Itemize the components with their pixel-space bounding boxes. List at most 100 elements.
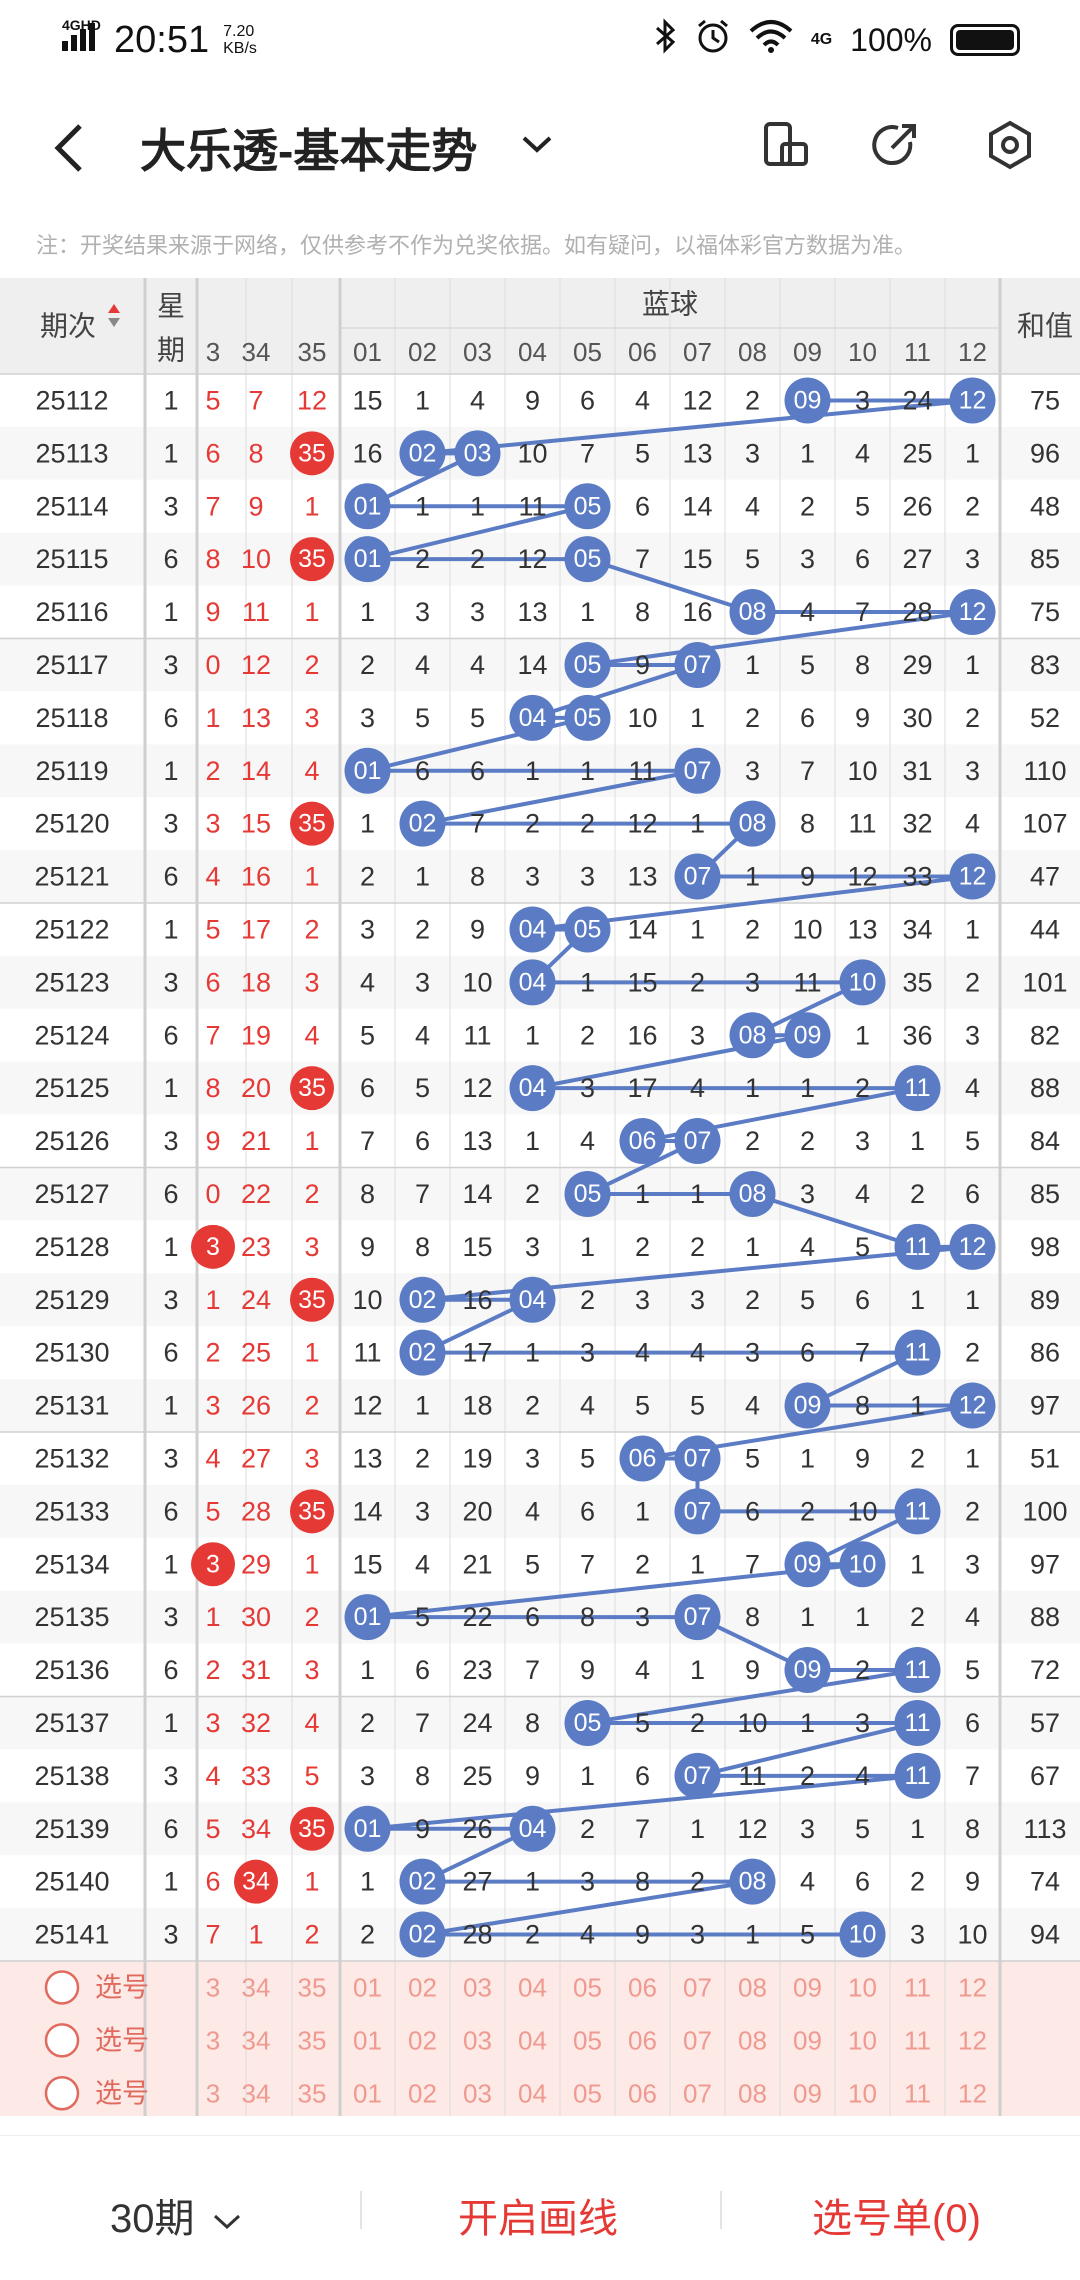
blue-miss-cell: 2 bbox=[800, 491, 815, 521]
pick-blue-option[interactable]: 05 bbox=[573, 2025, 602, 2055]
pick-radio[interactable] bbox=[44, 1970, 80, 2005]
pick-red-option[interactable]: 3 bbox=[206, 2025, 220, 2055]
blue-miss-cell: 5 bbox=[360, 1020, 375, 1050]
blue-miss-cell: 5 bbox=[800, 1920, 815, 1950]
pick-label[interactable]: 选号 bbox=[95, 2025, 149, 2055]
pick-blue-option[interactable]: 09 bbox=[793, 2078, 822, 2108]
pick-blue-option[interactable]: 08 bbox=[738, 1972, 767, 2002]
battery-percent: 100% bbox=[850, 21, 932, 58]
pick-blue-option[interactable]: 02 bbox=[408, 1972, 437, 2002]
pick-blue-option[interactable]: 03 bbox=[463, 2025, 492, 2055]
period-cell: 25121 bbox=[34, 862, 109, 892]
blue-miss-cell: 1 bbox=[525, 1867, 540, 1897]
pick-blue-option[interactable]: 03 bbox=[463, 1972, 492, 2002]
red-ball-number: 35 bbox=[298, 439, 326, 467]
header-weekday: 期 bbox=[157, 335, 185, 366]
pick-blue-option[interactable]: 11 bbox=[904, 1972, 931, 2002]
screen-orientation-icon[interactable] bbox=[760, 120, 810, 170]
blue-miss-cell: 4 bbox=[800, 1232, 815, 1262]
pick-label[interactable]: 选号 bbox=[95, 1972, 149, 2002]
blue-miss-cell: 3 bbox=[580, 1867, 595, 1897]
blue-miss-cell: 5 bbox=[415, 1602, 430, 1632]
pick-blue-option[interactable]: 10 bbox=[848, 1972, 877, 2002]
pick-blue-option[interactable]: 04 bbox=[518, 1972, 547, 2002]
sum-cell: 72 bbox=[1030, 1655, 1060, 1685]
pick-blue-option[interactable]: 09 bbox=[793, 2025, 822, 2055]
pick-red-option[interactable]: 35 bbox=[298, 2025, 327, 2055]
pick-blue-option[interactable]: 06 bbox=[628, 1972, 657, 2002]
pick-blue-option[interactable]: 03 bbox=[463, 2078, 492, 2108]
pick-blue-option[interactable]: 08 bbox=[738, 2025, 767, 2055]
pick-blue-option[interactable]: 06 bbox=[628, 2025, 657, 2055]
pick-blue-option[interactable]: 06 bbox=[628, 2078, 657, 2108]
blue-miss-cell: 7 bbox=[580, 438, 595, 468]
pick-blue-option[interactable]: 07 bbox=[683, 2078, 712, 2108]
period-cell: 25130 bbox=[34, 1338, 109, 1368]
blue-miss-cell: 6 bbox=[965, 1179, 980, 1209]
pick-blue-option[interactable]: 07 bbox=[683, 2025, 712, 2055]
pick-blue-option[interactable]: 09 bbox=[793, 1972, 822, 2002]
pick-red-option[interactable]: 34 bbox=[242, 2078, 271, 2108]
pick-blue-option[interactable]: 01 bbox=[353, 2078, 382, 2108]
period-cell: 25120 bbox=[34, 809, 109, 839]
blue-miss-cell: 8 bbox=[855, 650, 870, 680]
blue-miss-cell: 9 bbox=[965, 1867, 980, 1897]
blue-ball bbox=[564, 536, 611, 583]
red-miss-cell: 1 bbox=[304, 597, 319, 627]
period-selector[interactable]: 30期 bbox=[110, 2186, 242, 2244]
blue-miss-cell: 3 bbox=[470, 597, 485, 627]
pick-blue-option[interactable]: 12 bbox=[958, 2025, 987, 2055]
red-miss-cell: 3 bbox=[205, 1391, 220, 1421]
pick-blue-option[interactable]: 10 bbox=[848, 2078, 877, 2108]
blue-miss-cell: 9 bbox=[635, 1920, 650, 1950]
pick-blue-option[interactable]: 11 bbox=[904, 2025, 931, 2055]
page-title[interactable]: 大乐透-基本走势 bbox=[140, 125, 478, 177]
blue-ball bbox=[509, 1276, 556, 1323]
pick-blue-option[interactable]: 02 bbox=[408, 2078, 437, 2108]
sum-cell: 88 bbox=[1030, 1073, 1060, 1103]
selection-list-button[interactable]: 选号单(0) bbox=[812, 2197, 981, 2241]
pick-red-option[interactable]: 35 bbox=[298, 2078, 327, 2108]
blue-ball bbox=[399, 1858, 446, 1905]
pick-blue-option[interactable]: 07 bbox=[683, 1972, 712, 2002]
pick-blue-option[interactable]: 12 bbox=[958, 1972, 987, 2002]
pick-blue-option[interactable]: 01 bbox=[353, 2025, 382, 2055]
pick-radio[interactable] bbox=[44, 2076, 80, 2111]
settings-icon[interactable] bbox=[985, 120, 1035, 170]
back-arrow-icon[interactable] bbox=[50, 120, 90, 189]
blue-miss-cell: 4 bbox=[855, 438, 870, 468]
pick-blue-option[interactable]: 04 bbox=[518, 2078, 547, 2108]
pick-blue-option[interactable]: 01 bbox=[353, 1972, 382, 2002]
pick-red-option[interactable]: 35 bbox=[298, 1972, 327, 2002]
blue-miss-cell: 1 bbox=[745, 862, 760, 892]
pick-blue-option[interactable]: 11 bbox=[904, 2078, 931, 2108]
pick-blue-option[interactable]: 05 bbox=[573, 2078, 602, 2108]
blue-ball-number: 05 bbox=[574, 492, 602, 520]
blue-miss-cell: 12 bbox=[627, 809, 657, 839]
pick-label[interactable]: 选号 bbox=[95, 2078, 149, 2108]
pick-blue-option[interactable]: 08 bbox=[738, 2078, 767, 2108]
pick-red-option[interactable]: 34 bbox=[242, 1972, 271, 2002]
blue-miss-cell: 8 bbox=[360, 1179, 375, 1209]
pick-blue-option[interactable]: 02 bbox=[408, 2025, 437, 2055]
chevron-down-icon[interactable] bbox=[520, 130, 554, 164]
pick-blue-option[interactable]: 10 bbox=[848, 2025, 877, 2055]
sort-icon[interactable] bbox=[108, 304, 120, 327]
pick-red-option[interactable]: 3 bbox=[206, 1972, 220, 2002]
pick-blue-option[interactable]: 05 bbox=[573, 1972, 602, 2002]
blue-ball bbox=[894, 1488, 941, 1535]
red-miss-cell: 6 bbox=[205, 967, 220, 997]
pick-radio[interactable] bbox=[44, 2023, 80, 2058]
blue-ball-number: 08 bbox=[739, 598, 767, 626]
pick-red-option[interactable]: 34 bbox=[242, 2025, 271, 2055]
pick-blue-option[interactable]: 04 bbox=[518, 2025, 547, 2055]
header-period[interactable]: 期次 bbox=[40, 311, 96, 342]
share-icon[interactable] bbox=[870, 120, 920, 170]
blue-miss-cell: 8 bbox=[800, 809, 815, 839]
pick-red-option[interactable]: 3 bbox=[206, 2078, 220, 2108]
draw-lines-button[interactable]: 开启画线 bbox=[458, 2197, 618, 2241]
blue-miss-cell: 4 bbox=[635, 1338, 650, 1368]
blue-miss-cell: 6 bbox=[525, 1602, 540, 1632]
red-miss-cell: 4 bbox=[205, 1443, 220, 1473]
pick-blue-option[interactable]: 12 bbox=[958, 2078, 987, 2108]
